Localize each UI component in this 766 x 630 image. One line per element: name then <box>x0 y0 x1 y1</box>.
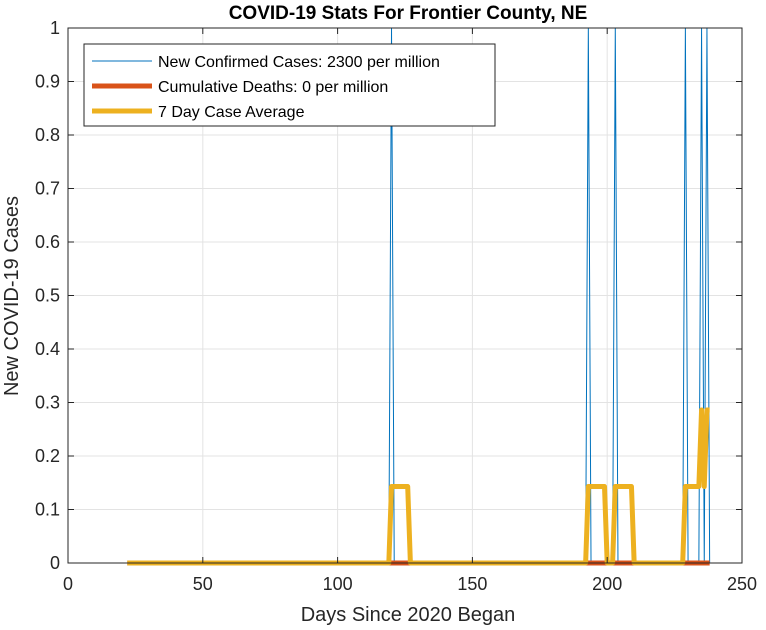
x-tick-label: 0 <box>63 574 73 594</box>
x-tick-label: 250 <box>727 574 757 594</box>
y-tick-label: 0.1 <box>35 500 60 520</box>
legend-box <box>83 43 496 127</box>
x-tick-label: 200 <box>592 574 622 594</box>
y-tick-label: 0.4 <box>35 339 60 359</box>
y-tick-label: 0.9 <box>35 72 60 92</box>
y-tick-label: 0.2 <box>35 446 60 466</box>
y-axis-ticks: 0 0.1 0.2 0.3 0.4 0.5 0.6 0.7 0.8 0.9 1 <box>35 18 742 573</box>
legend: New Confirmed Cases: 2300 per million Cum… <box>83 43 496 127</box>
y-axis-label: New COVID-19 Cases <box>1 196 23 396</box>
y-tick-label: 1 <box>50 18 60 38</box>
legend-entry-0: New Confirmed Cases: 2300 per million <box>158 54 440 71</box>
y-tick-label: 0.7 <box>35 179 60 199</box>
x-axis-ticks: 0 50 100 150 200 250 <box>63 28 757 594</box>
y-tick-label: 0.8 <box>35 125 60 145</box>
x-tick-label: 150 <box>457 574 487 594</box>
y-tick-label: 0.5 <box>35 286 60 306</box>
y-tick-label: 0.3 <box>35 393 60 413</box>
legend-entry-1: Cumulative Deaths: 0 per million <box>158 79 388 96</box>
x-axis-label: Days Since 2020 Began <box>301 604 516 626</box>
chart-title: COVID-19 Stats For Frontier County, NE <box>229 3 588 24</box>
y-tick-label: 0.6 <box>35 232 60 252</box>
y-tick-label: 0 <box>50 553 60 573</box>
series-line-0 <box>127 27 711 564</box>
series-line-2 <box>127 407 710 566</box>
x-tick-label: 100 <box>323 574 353 594</box>
x-tick-label: 50 <box>193 574 213 594</box>
legend-entry-2: 7 Day Case Average <box>158 104 305 121</box>
